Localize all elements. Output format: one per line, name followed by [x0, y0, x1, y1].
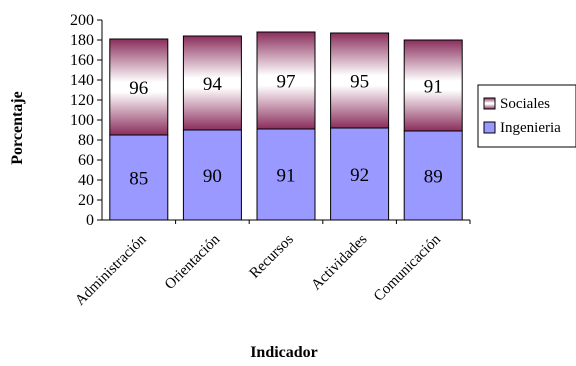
bars-group: 85 96 90 94 91 97 92 95 89 91 [109, 31, 463, 221]
legend-box [477, 84, 576, 148]
x-tick-label: Comunicación [371, 231, 445, 305]
x-axis-title: Indicador [250, 344, 318, 361]
legend-label-sociales: Sociales [500, 96, 550, 112]
data-label: 89 [424, 167, 443, 188]
y-tick-label: 60 [78, 152, 94, 169]
data-label: 95 [350, 72, 369, 93]
bar-ingenieria [330, 127, 390, 221]
data-label: 96 [129, 78, 148, 99]
x-tick-label: Actividades [308, 231, 370, 293]
y-tick-label: 200 [70, 12, 94, 29]
bar-ingenieria [182, 129, 242, 221]
y-tick-label: 140 [70, 72, 94, 89]
y-tick-label: 100 [70, 112, 94, 129]
x-tick-label: Recursos [247, 231, 297, 281]
data-label: 97 [277, 72, 296, 93]
y-tick-label: 180 [70, 32, 94, 49]
y-tick-label: 0 [86, 212, 94, 229]
x-tick-label: Orientación [162, 231, 224, 293]
bar-sociales [256, 31, 316, 130]
x-tick-labels: Administración Orientación Recursos Activid… [72, 231, 444, 309]
y-tick-label: 160 [70, 52, 94, 69]
y-tick-label: 120 [70, 92, 94, 109]
data-label: 94 [203, 74, 223, 95]
legend-swatch-ingenieria [483, 121, 496, 134]
legend: Sociales Ingenieria [477, 84, 576, 148]
data-label: 90 [203, 166, 222, 187]
data-label: 91 [424, 77, 443, 98]
y-tick-label: 80 [78, 132, 94, 149]
y-tick-label: 40 [78, 172, 94, 189]
y-axis-title: Porcentaje [9, 91, 26, 164]
legend-label-ingenieria: Ingenieria [500, 120, 561, 136]
bar-sociales [403, 39, 463, 132]
data-label: 92 [350, 165, 369, 186]
bar-sociales [330, 32, 390, 129]
data-label: 85 [129, 169, 148, 190]
x-tick-label: Administración [72, 231, 150, 309]
legend-swatch-sociales [483, 97, 496, 110]
bar-ingenieria [403, 130, 463, 221]
data-label: 91 [277, 166, 296, 187]
y-tick-label: 20 [78, 192, 94, 209]
bar-sociales [182, 35, 242, 131]
bar-sociales [109, 38, 169, 136]
